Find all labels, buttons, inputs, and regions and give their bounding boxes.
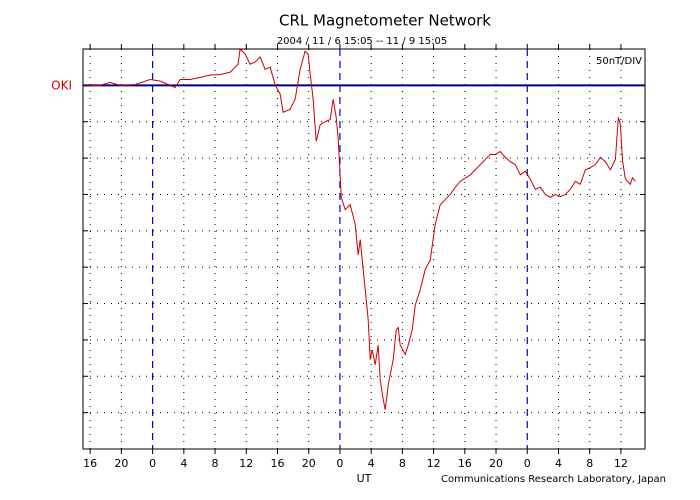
x-axis-label: UT: [357, 472, 372, 485]
x-tick-label: 20: [114, 457, 128, 470]
x-tick-label: 4: [368, 457, 375, 470]
x-tick-label: 8: [212, 457, 219, 470]
x-tick-label: 4: [180, 457, 187, 470]
x-tick-label: 12: [614, 457, 628, 470]
station-label: OKI: [51, 79, 72, 93]
x-tick-label: 8: [399, 457, 406, 470]
x-tick-label: 16: [458, 457, 472, 470]
plot-frame: [82, 48, 646, 450]
x-tick-label: 20: [302, 457, 316, 470]
x-tick-label: 0: [336, 457, 343, 470]
x-tick-label: 20: [489, 457, 503, 470]
x-tick-label: 12: [239, 457, 253, 470]
x-tick-label: 16: [270, 457, 284, 470]
x-tick-label: 0: [149, 457, 156, 470]
credit: Communications Research Laboratory, Japa…: [441, 474, 666, 485]
x-tick-label: 0: [524, 457, 531, 470]
x-tick-label: 16: [83, 457, 97, 470]
chart-title: CRL Magnetometer Network: [279, 12, 491, 30]
scale-label: 50nT/DIV: [596, 56, 642, 67]
x-tick-label: 4: [555, 457, 562, 470]
x-tick-label: 12: [427, 457, 441, 470]
chart-subtitle: 2004 / 11 / 6 15:05 -- 11 / 9 15:05: [277, 36, 447, 47]
x-tick-label: 8: [586, 457, 593, 470]
data-line: [84, 47, 636, 410]
